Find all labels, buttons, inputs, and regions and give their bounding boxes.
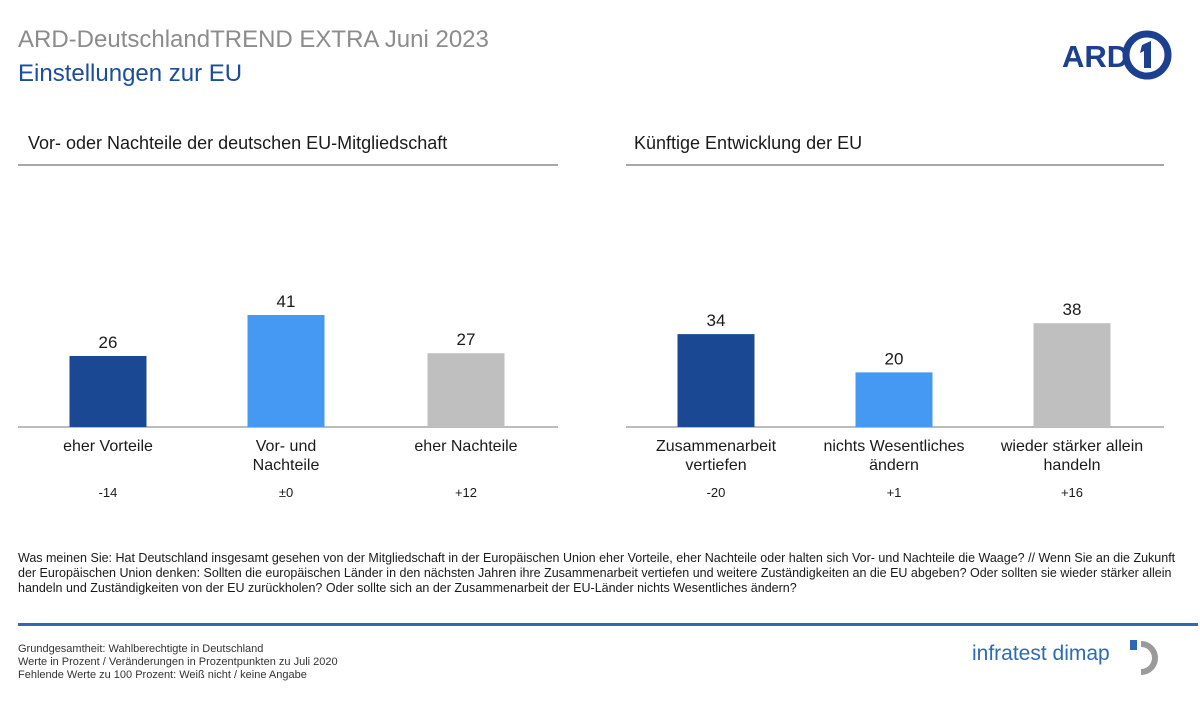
- data-label: 41: [277, 292, 296, 311]
- footer-note: Werte in Prozent / Veränderungen in Proz…: [18, 656, 338, 668]
- bar: [427, 353, 505, 427]
- change-label: -20: [707, 485, 726, 500]
- left-chart-title: Vor- oder Nachteile der deutschen EU-Mit…: [28, 133, 448, 153]
- footer-rule: [18, 623, 1198, 626]
- footer-note: Grundgesamtheit: Wahlberechtigte in Deut…: [18, 643, 264, 655]
- category-label: Zusammenarbeit vertiefen: [656, 438, 777, 474]
- footer-note: Fehlende Werte zu 100 Prozent: Weiß nich…: [18, 669, 307, 681]
- survey-question: Was meinen Sie: Hat Deutschland insgesam…: [18, 551, 1176, 595]
- data-label: 26: [99, 333, 118, 352]
- infratest-dimap-logo-icon: [1130, 640, 1158, 675]
- bar: [677, 334, 755, 427]
- change-label: ±0: [279, 485, 293, 500]
- bar: [69, 355, 147, 427]
- change-label: +16: [1061, 485, 1083, 500]
- data-label: 27: [457, 330, 476, 349]
- change-label: +12: [455, 485, 477, 500]
- bar: [247, 315, 325, 427]
- ard-logo-text: ARD: [1062, 39, 1129, 74]
- right-chart-title: Künftige Entwicklung der EU: [634, 133, 863, 153]
- category-label: nichts Wesentliches ändern: [823, 438, 964, 474]
- change-label: -14: [99, 485, 118, 500]
- category-label: wieder stärker allein handeln: [1000, 438, 1143, 474]
- category-label: Vor- und Nachteile: [253, 438, 320, 474]
- report-title: ARD-DeutschlandTREND EXTRA Juni 2023: [18, 26, 489, 53]
- bar: [1033, 323, 1111, 427]
- bar: [855, 372, 933, 427]
- data-label: 20: [885, 349, 904, 368]
- change-label: +1: [887, 485, 902, 500]
- footer-notes: Grundgesamtheit: Wahlberechtigte in Deut…: [18, 643, 338, 682]
- left-title-rule: [18, 164, 558, 166]
- data-label: 34: [707, 311, 726, 330]
- ard-logo: ARD: [1062, 30, 1172, 80]
- category-label: eher Nachteile: [414, 438, 517, 455]
- data-label: 38: [1063, 300, 1082, 319]
- infratest-dimap-brand: infratest dimap: [972, 642, 1110, 665]
- category-label: eher Vorteile: [63, 438, 153, 455]
- report-subtitle: Einstellungen zur EU: [18, 60, 243, 87]
- right-title-rule: [626, 164, 1164, 166]
